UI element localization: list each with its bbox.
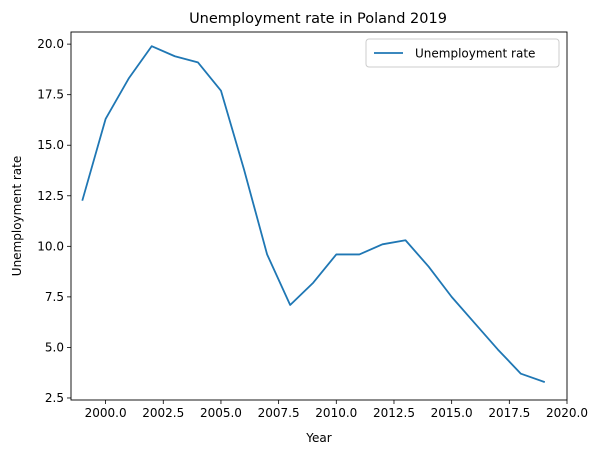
legend-label: Unemployment rate	[415, 47, 535, 61]
series-layer	[81, 45, 546, 383]
y-tick-label: 17.5	[37, 88, 64, 102]
chart-title: Unemployment rate in Poland 2019	[189, 11, 447, 27]
y-tick-label: 20.0	[37, 37, 64, 51]
x-axis-ticks: 2000.0 2002.5 2005.0 2007.5 2010.0 2012.5 2015…	[85, 400, 588, 420]
y-tick-label: 7.5	[45, 290, 64, 304]
y-tick-label: 12.5	[37, 189, 64, 203]
x-tick-label: 2007.5	[258, 406, 300, 420]
plot-frame	[70, 31, 568, 401]
legend: Unemployment rate	[365, 38, 560, 68]
legend-frame	[365, 38, 560, 68]
y-tick-label: 10.0	[37, 239, 64, 253]
plot-area	[71, 32, 567, 400]
x-tick-label: 2012.5	[373, 406, 415, 420]
x-tick-label: 2015.0	[431, 406, 473, 420]
x-tick-label: 2010.0	[315, 406, 357, 420]
x-tick-label: 2005.0	[200, 406, 242, 420]
x-tick-label: 2002.5	[142, 406, 184, 420]
y-tick-label: 2.5	[45, 391, 64, 405]
y-tick-label: 5.0	[45, 340, 64, 354]
y-tick-label: 15.0	[37, 138, 64, 152]
y-axis-label: Unemployment rate	[10, 156, 24, 276]
series-line	[81, 45, 546, 383]
x-tick-label: 2000.0	[85, 406, 127, 420]
x-axis-label: Year	[305, 431, 331, 445]
x-tick-label: 2020.0	[546, 406, 588, 420]
x-tick-label: 2017.5	[488, 406, 530, 420]
y-axis-ticks: 2.5 5.0 7.5 10.0 12.5 15.0 17.5 20.0	[37, 37, 71, 405]
